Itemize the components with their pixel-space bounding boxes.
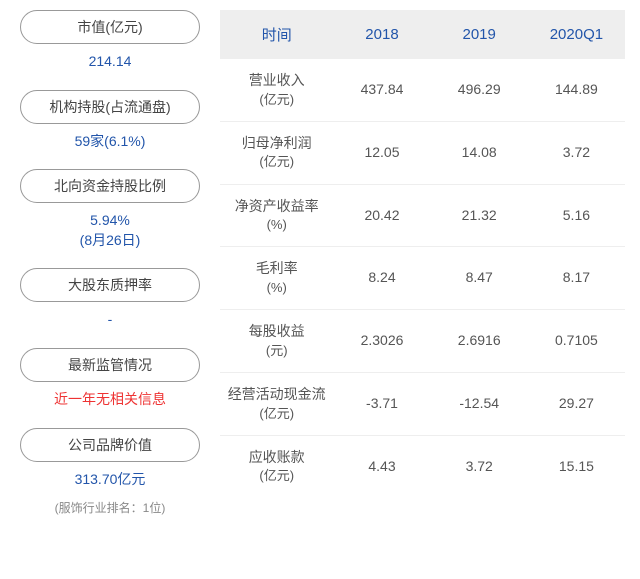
stat-label: 北向资金持股比例 [20, 169, 200, 203]
row-label: 净资产收益率(%) [220, 184, 333, 247]
row-label: 经营活动现金流(亿元) [220, 372, 333, 435]
cell: -3.71 [333, 372, 430, 435]
col-2018: 2018 [333, 10, 430, 59]
stat-value: - [20, 310, 200, 330]
stat-northbound: 北向资金持股比例 5.94% (8月26日) [20, 169, 200, 260]
stat-institutional: 机构持股(占流通盘) 59家(6.1%) [20, 90, 200, 162]
cell: 0.7105 [528, 310, 625, 373]
row-label: 应收账款(亿元) [220, 435, 333, 497]
cell: 3.72 [431, 435, 528, 497]
stat-label: 市值(亿元) [20, 10, 200, 44]
stat-main: 5.94% [90, 212, 130, 228]
cell: 3.72 [528, 121, 625, 184]
cell: 8.47 [431, 247, 528, 310]
cell: 8.17 [528, 247, 625, 310]
stat-regulatory: 最新监管情况 近一年无相关信息 [20, 348, 200, 420]
row-label: 每股收益(元) [220, 310, 333, 373]
stat-brand-value: 公司品牌价值 313.70亿元 (服饰行业排名：1位) [20, 428, 200, 517]
stat-value: 313.70亿元 [20, 470, 200, 490]
table-header-row: 时间 2018 2019 2020Q1 [220, 10, 625, 59]
stat-market-cap: 市值(亿元) 214.14 [20, 10, 200, 82]
stat-footnote: (服饰行业排名：1位) [20, 499, 200, 516]
cell: 21.32 [431, 184, 528, 247]
col-2019: 2019 [431, 10, 528, 59]
col-time: 时间 [220, 10, 333, 59]
row-label: 营业收入(亿元) [220, 59, 333, 121]
cell: 15.15 [528, 435, 625, 497]
cell: 29.27 [528, 372, 625, 435]
table-body: 营业收入(亿元) 437.84 496.29 144.89 归母净利润(亿元) … [220, 59, 625, 497]
stat-pledge: 大股东质押率 - [20, 268, 200, 340]
table-row: 应收账款(亿元) 4.43 3.72 15.15 [220, 435, 625, 497]
table-row: 毛利率(%) 8.24 8.47 8.17 [220, 247, 625, 310]
col-2020q1: 2020Q1 [528, 10, 625, 59]
stat-value: 214.14 [20, 52, 200, 72]
financial-table: 时间 2018 2019 2020Q1 营业收入(亿元) 437.84 496.… [220, 10, 625, 497]
table-row: 净资产收益率(%) 20.42 21.32 5.16 [220, 184, 625, 247]
stat-value: 59家(6.1%) [20, 132, 200, 152]
left-stats-panel: 市值(亿元) 214.14 机构持股(占流通盘) 59家(6.1%) 北向资金持… [0, 0, 215, 579]
table-row: 每股收益(元) 2.3026 2.6916 0.7105 [220, 310, 625, 373]
table-row: 归母净利润(亿元) 12.05 14.08 3.72 [220, 121, 625, 184]
stat-label: 机构持股(占流通盘) [20, 90, 200, 124]
cell: 20.42 [333, 184, 430, 247]
cell: 496.29 [431, 59, 528, 121]
cell: 8.24 [333, 247, 430, 310]
cell: 4.43 [333, 435, 430, 497]
cell: 2.6916 [431, 310, 528, 373]
cell: 144.89 [528, 59, 625, 121]
financial-table-panel: 时间 2018 2019 2020Q1 营业收入(亿元) 437.84 496.… [215, 0, 640, 579]
cell: 14.08 [431, 121, 528, 184]
table-row: 营业收入(亿元) 437.84 496.29 144.89 [220, 59, 625, 121]
stat-sub: (8月26日) [20, 231, 200, 251]
stat-value: 5.94% (8月26日) [20, 211, 200, 250]
cell: 12.05 [333, 121, 430, 184]
stat-label: 公司品牌价值 [20, 428, 200, 462]
cell: 2.3026 [333, 310, 430, 373]
cell: 437.84 [333, 59, 430, 121]
row-label: 归母净利润(亿元) [220, 121, 333, 184]
stat-label: 大股东质押率 [20, 268, 200, 302]
cell: -12.54 [431, 372, 528, 435]
row-label: 毛利率(%) [220, 247, 333, 310]
stat-label: 最新监管情况 [20, 348, 200, 382]
stat-value: 近一年无相关信息 [20, 390, 200, 410]
cell: 5.16 [528, 184, 625, 247]
table-row: 经营活动现金流(亿元) -3.71 -12.54 29.27 [220, 372, 625, 435]
